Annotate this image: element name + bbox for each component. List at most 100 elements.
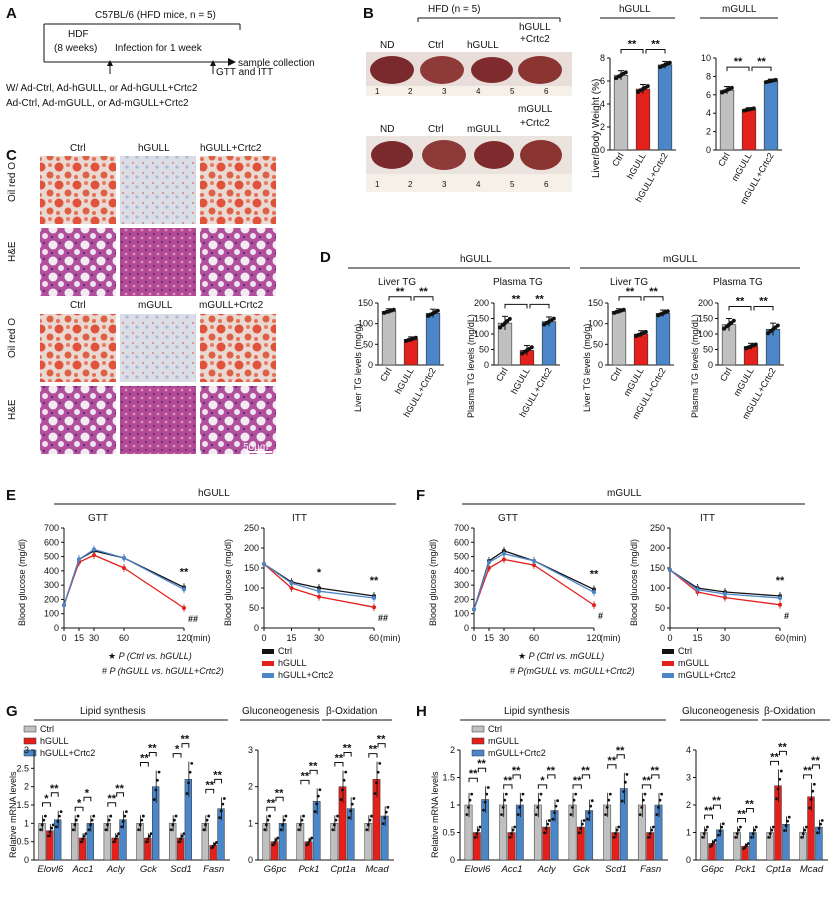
y-tick-label: 0: [708, 360, 713, 370]
x-axis-label: (min): [190, 633, 211, 643]
photo1-label-hgull2: hGULL: [519, 22, 551, 33]
data-point: [521, 792, 525, 796]
data-point: [604, 813, 607, 817]
photo2-label-mgull2: mGULL: [518, 104, 553, 115]
y-tick-label: 3: [24, 745, 29, 755]
data-point: [378, 761, 382, 765]
c-row-he-1: H&E: [7, 241, 18, 262]
significance-mark: **: [267, 797, 276, 809]
data-point: [800, 835, 804, 839]
category-label: hGULL: [393, 366, 416, 396]
significance-bracket: [779, 750, 787, 756]
bar: [380, 815, 389, 861]
e-note-1: ★ P (Ctrl vs. hGULL): [108, 651, 192, 661]
e-note-2: # P (hGULL vs. hGULL+Crtc2): [102, 666, 224, 676]
y-tick-label: 0: [54, 623, 59, 633]
y-tick-label: 2: [686, 800, 691, 810]
chart-title-b-mgull: mGULL: [722, 4, 757, 15]
data-point: [612, 835, 616, 839]
legend-label: Ctrl: [278, 646, 292, 656]
series-line: [669, 569, 781, 606]
data-point: [820, 819, 824, 822]
liver-photo-m: [366, 136, 572, 192]
data-point: [43, 814, 47, 818]
bar: [381, 310, 397, 366]
data-point: [140, 818, 144, 822]
data-point: [106, 823, 109, 827]
significance-mark: **: [512, 765, 521, 777]
y-tick-label: 100: [698, 329, 713, 339]
y-tick-label: 0: [464, 623, 469, 633]
data-point: [122, 556, 126, 560]
bar: [38, 823, 46, 861]
y-tick-label: 150: [358, 298, 373, 308]
data-point: [537, 798, 541, 802]
data-point: [620, 799, 624, 803]
x-tick-label: 120: [176, 633, 191, 643]
data-point: [737, 828, 741, 832]
groups-line-1: W/ Ad-Ctrl, Ad-hGULL, or Ad-hGULL+Crtc2: [6, 83, 198, 94]
data-point: [702, 832, 706, 836]
data-point: [104, 828, 108, 832]
data-point: [137, 828, 140, 832]
bar: [499, 804, 508, 861]
histo-he-ctrl-m: [40, 386, 116, 454]
data-point: [148, 834, 152, 838]
bar: [312, 801, 321, 861]
photo2-label-mgull: mGULL: [467, 124, 502, 135]
significance-bracket: [641, 784, 652, 789]
c-row-he-2: H&E: [7, 399, 18, 420]
data-point: [787, 815, 791, 819]
legend-swatch: [471, 725, 485, 733]
data-point: [519, 798, 523, 802]
data-point: [778, 602, 782, 607]
data-point: [124, 810, 128, 814]
bar: [657, 64, 673, 151]
category-label: G6pc: [701, 864, 724, 875]
significance-mark: **: [140, 753, 149, 765]
data-point: [718, 829, 722, 833]
legend-swatch: [262, 649, 274, 654]
y-tick-label: 6: [600, 76, 605, 86]
histo-oil-hgull: [120, 156, 196, 224]
data-point: [577, 831, 581, 835]
significance-bracket: [572, 784, 582, 789]
category-label: Acc1: [500, 864, 522, 875]
legend-swatch: [23, 737, 37, 745]
data-point: [621, 307, 626, 312]
bar: [330, 823, 339, 861]
significance-mark: **: [535, 293, 544, 305]
data-point: [204, 823, 207, 827]
x-tick-label: 30: [314, 633, 324, 643]
data-point: [202, 828, 206, 832]
hfd-header: HFD (n = 5): [428, 4, 481, 15]
y-tick-label: 100: [244, 583, 259, 593]
data-point: [375, 781, 378, 785]
bar: [425, 313, 441, 366]
significance-bracket: [607, 764, 617, 769]
y-tick-label: 8: [600, 53, 605, 63]
data-point: [539, 792, 543, 796]
svg-text:2: 2: [408, 87, 413, 96]
x-axis-label: (min): [380, 633, 401, 643]
data-point: [729, 85, 734, 90]
data-point: [336, 814, 339, 818]
histo-oil-ctrl-h: [40, 156, 116, 224]
liver-photo-h: [366, 52, 572, 96]
y-tick-label: 400: [44, 566, 59, 576]
annotation-mark: *: [317, 567, 322, 579]
data-point: [638, 813, 642, 817]
data-point: [668, 568, 672, 572]
y-tick-label: 0: [600, 145, 605, 155]
significance-mark: **: [778, 741, 787, 753]
data-point: [365, 828, 369, 832]
category-label: Acly: [106, 864, 126, 875]
data-point: [645, 84, 650, 89]
bar: [807, 796, 815, 861]
significance-mark: **: [377, 734, 386, 746]
data-point: [547, 819, 551, 822]
